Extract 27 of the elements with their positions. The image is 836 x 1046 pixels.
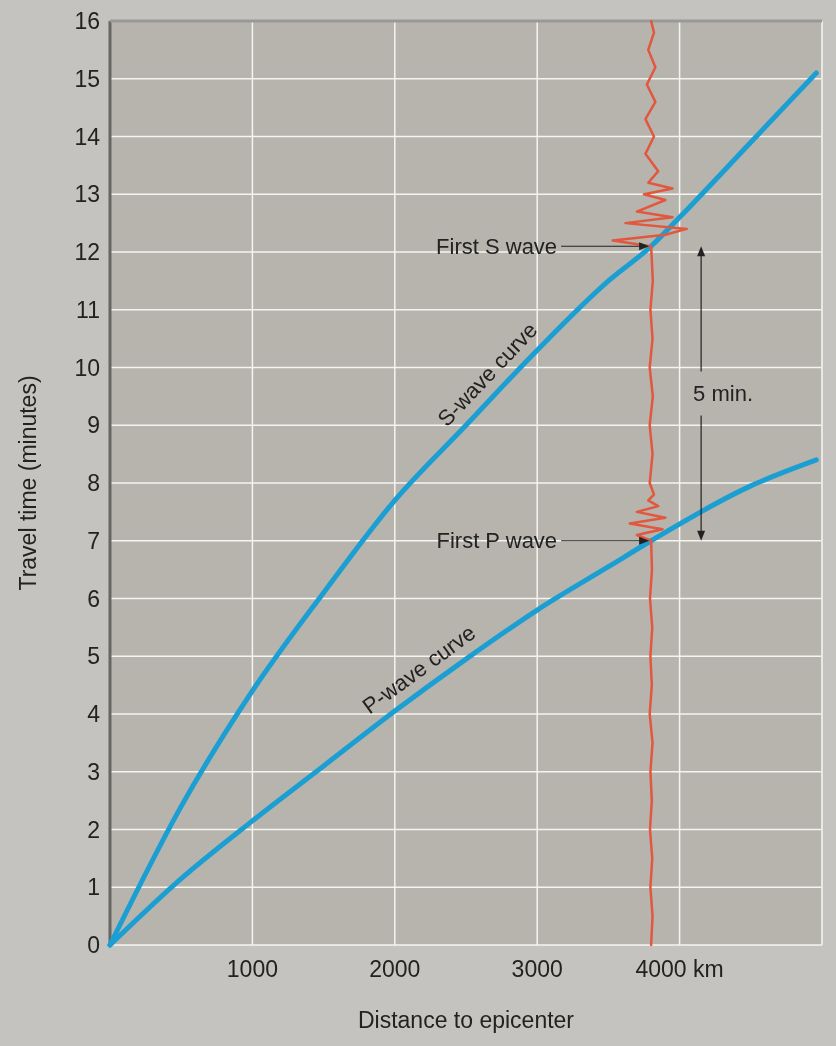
- y-tick-label: 0: [87, 932, 100, 959]
- y-tick-label: 13: [74, 181, 100, 208]
- y-tick-label: 10: [74, 354, 100, 381]
- y-tick-label: 3: [87, 758, 100, 785]
- annotation: First S wave: [436, 233, 558, 259]
- y-tick-label: 5: [87, 643, 100, 670]
- y-tick-label: 4: [87, 701, 101, 728]
- y-tick-label: 12: [74, 239, 100, 266]
- annotation: First P wave: [436, 528, 558, 554]
- x-tick-label: 2000: [369, 956, 421, 982]
- y-tick-label: 14: [74, 123, 101, 150]
- y-tick-label: 8: [87, 470, 100, 497]
- x-tick-label: 1000: [226, 956, 278, 982]
- y-tick-label: 9: [87, 412, 100, 439]
- y-tick-label: 1: [87, 874, 100, 901]
- y-tick-label: 11: [76, 296, 100, 323]
- y-tick-label: 2: [87, 816, 100, 843]
- annotation: 5 min.: [693, 381, 754, 407]
- y-tick-label: 15: [74, 65, 100, 92]
- x-axis-title: Distance to epicenter: [357, 1007, 575, 1033]
- y-tick-label: 16: [74, 8, 100, 35]
- x-tick-label: 3000: [511, 956, 563, 982]
- y-tick-label: 7: [87, 527, 100, 554]
- y-tick-label: 6: [87, 585, 100, 612]
- x-tick-label: 4000 km: [635, 956, 724, 982]
- line-series: [611, 19, 688, 947]
- y-axis-title: Travel time (minutes): [15, 375, 41, 591]
